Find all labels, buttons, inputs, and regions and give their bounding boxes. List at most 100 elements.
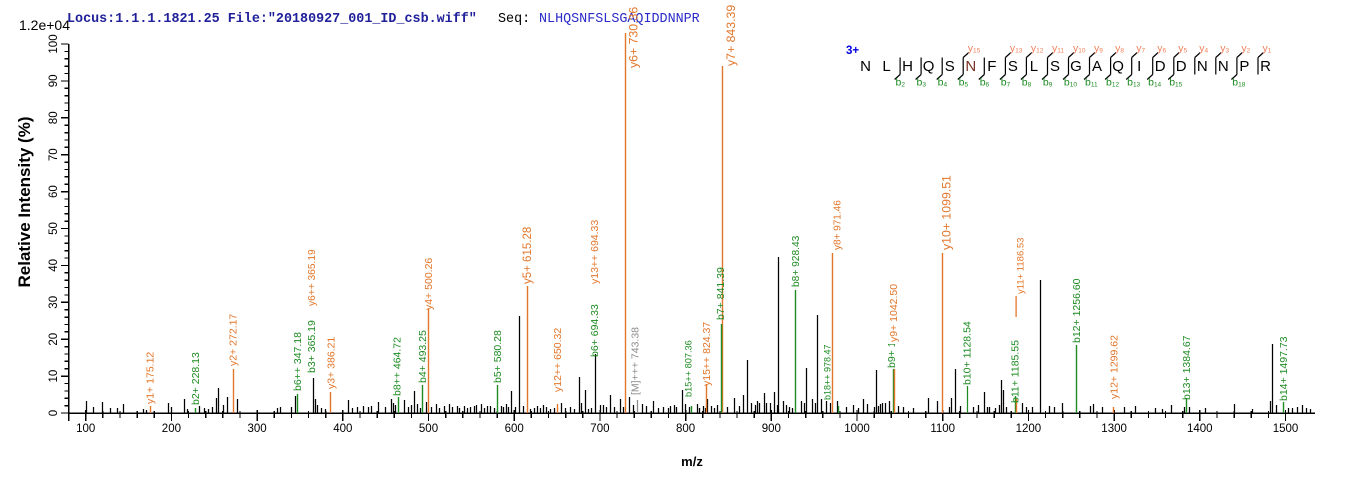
svg-text:y3: y3 [1220,43,1229,55]
svg-text:b8: b8 [1022,77,1032,89]
svg-text:y7+ 843.39: y7+ 843.39 [724,5,738,66]
svg-text:S: S [1008,58,1018,75]
svg-text:3+: 3+ [846,45,859,57]
svg-text:L: L [882,58,890,75]
svg-text:N: N [860,58,871,75]
svg-text:b7+ 841.39: b7+ 841.39 [715,267,727,320]
svg-text:900: 900 [762,423,781,435]
svg-text:b8+ 928.43: b8+ 928.43 [791,235,802,287]
svg-text:S: S [945,58,955,75]
svg-text:D: D [1155,58,1166,75]
svg-text:m/z: m/z [681,454,703,469]
svg-text:P: P [1239,58,1249,75]
svg-text:b3+ 365.19: b3+ 365.19 [306,320,318,373]
svg-text:y11+ 1186.53: y11+ 1186.53 [1016,238,1027,294]
svg-text:Q: Q [923,58,935,75]
svg-text:b4+ 493.25: b4+ 493.25 [417,330,429,383]
svg-text:y1+ 175.12: y1+ 175.12 [145,352,157,404]
svg-text:50: 50 [48,222,60,235]
svg-text:y8+ 971.46: y8+ 971.46 [833,200,844,250]
svg-text:90: 90 [48,75,60,88]
svg-text:b2+ 228.13: b2+ 228.13 [190,352,202,405]
svg-text:b6: b6 [980,77,990,89]
svg-text:I: I [1137,58,1141,75]
svg-text:b8++ 464.72: b8++ 464.72 [392,337,404,396]
svg-text:1.2e+04: 1.2e+04 [19,17,70,33]
svg-text:100: 100 [76,423,95,435]
svg-text:20: 20 [48,333,60,346]
svg-text:1200: 1200 [1016,423,1042,435]
svg-text:NLHQSNFSLSGAQIDDNNPR: NLHQSNFSLSGAQIDDNNPR [539,12,700,27]
svg-text:N: N [965,58,976,75]
svg-text:N: N [1218,58,1229,75]
svg-text:400: 400 [333,423,352,435]
svg-text:y12++ 650.32: y12++ 650.32 [552,328,564,392]
svg-text:500: 500 [419,423,438,435]
svg-text:0: 0 [48,410,60,416]
svg-text:b4: b4 [938,77,948,89]
svg-text:Q: Q [1112,58,1124,75]
svg-text:y15++ 824.37: y15++ 824.37 [701,322,713,386]
svg-text:y2+ 272.17: y2+ 272.17 [228,314,240,366]
svg-text:G: G [1070,58,1082,75]
svg-text:Locus:1.1.1.1821.25 File:"2018: Locus:1.1.1.1821.25 File:"20180927_001_I… [67,12,477,27]
svg-text:100: 100 [48,34,60,53]
svg-text:b18++ 978.47: b18++ 978.47 [823,344,833,400]
svg-text:y12+ 1299.62: y12+ 1299.62 [1108,335,1120,399]
svg-text:y7: y7 [1136,43,1145,55]
svg-text:y2: y2 [1241,43,1250,55]
svg-text:10: 10 [48,370,60,383]
svg-text:S: S [1050,58,1060,75]
svg-text:40: 40 [48,259,60,272]
svg-text:1100: 1100 [930,423,955,435]
svg-text:y8: y8 [1115,43,1124,55]
svg-text:b12+ 1256.60: b12+ 1256.60 [1071,278,1083,343]
svg-text:b6++ 347.18: b6++ 347.18 [292,332,304,391]
svg-text:y4: y4 [1199,43,1208,55]
svg-text:y1: y1 [1263,43,1272,55]
svg-text:H: H [902,58,913,75]
svg-text:[M]+++ 743.38: [M]+++ 743.38 [630,327,642,395]
svg-text:F: F [987,58,996,75]
svg-text:200: 200 [162,423,181,435]
svg-text:b13+ 1384.67: b13+ 1384.67 [1181,335,1193,400]
svg-text:1300: 1300 [1101,423,1127,435]
svg-text:b9: b9 [1043,77,1053,89]
svg-text:b14+ 1497.73: b14+ 1497.73 [1278,336,1290,401]
svg-text:b3: b3 [917,77,927,89]
svg-text:y10+ 1099.51: y10+ 1099.51 [940,175,954,250]
svg-text:y3+ 386.21: y3+ 386.21 [326,337,338,389]
svg-text:y6++ 365.19: y6++ 365.19 [307,249,318,306]
svg-text:y6: y6 [1157,43,1166,55]
svg-text:b5: b5 [959,77,969,89]
svg-text:b2: b2 [896,77,906,89]
svg-text:700: 700 [590,423,609,435]
svg-text:b6+ 694.33: b6+ 694.33 [589,304,601,357]
svg-text:80: 80 [48,111,60,124]
svg-text:b5+ 580.28: b5+ 580.28 [492,330,504,383]
svg-text:y4+ 500.26: y4+ 500.26 [423,258,435,310]
svg-text:y9+ 1042.50: y9+ 1042.50 [888,284,900,342]
svg-text:b10+ 1128.54: b10+ 1128.54 [962,321,974,385]
svg-text:1000: 1000 [844,423,870,435]
svg-text:b15++ 807.36: b15++ 807.36 [684,340,694,397]
svg-text:Seq:: Seq: [498,12,530,27]
svg-text:y6+ 730.36: y6+ 730.36 [627,7,641,68]
svg-text:b7: b7 [1001,77,1011,89]
svg-text:D: D [1176,58,1187,75]
svg-text:600: 600 [505,423,524,435]
svg-text:A: A [1092,58,1102,75]
svg-text:y5+ 615.28: y5+ 615.28 [522,227,534,284]
svg-text:Relative Intensity (%): Relative Intensity (%) [15,117,34,288]
svg-text:1500: 1500 [1273,423,1299,435]
svg-text:N: N [1197,58,1208,75]
svg-text:30: 30 [48,296,60,309]
svg-text:y9: y9 [1094,43,1103,55]
svg-text:b11+ 1185.55: b11+ 1185.55 [1010,340,1022,403]
svg-text:60: 60 [48,185,60,198]
svg-text:y5: y5 [1178,43,1187,55]
svg-text:300: 300 [248,423,267,435]
svg-text:R: R [1260,58,1271,75]
svg-text:800: 800 [676,423,695,435]
svg-text:1400: 1400 [1187,423,1213,435]
